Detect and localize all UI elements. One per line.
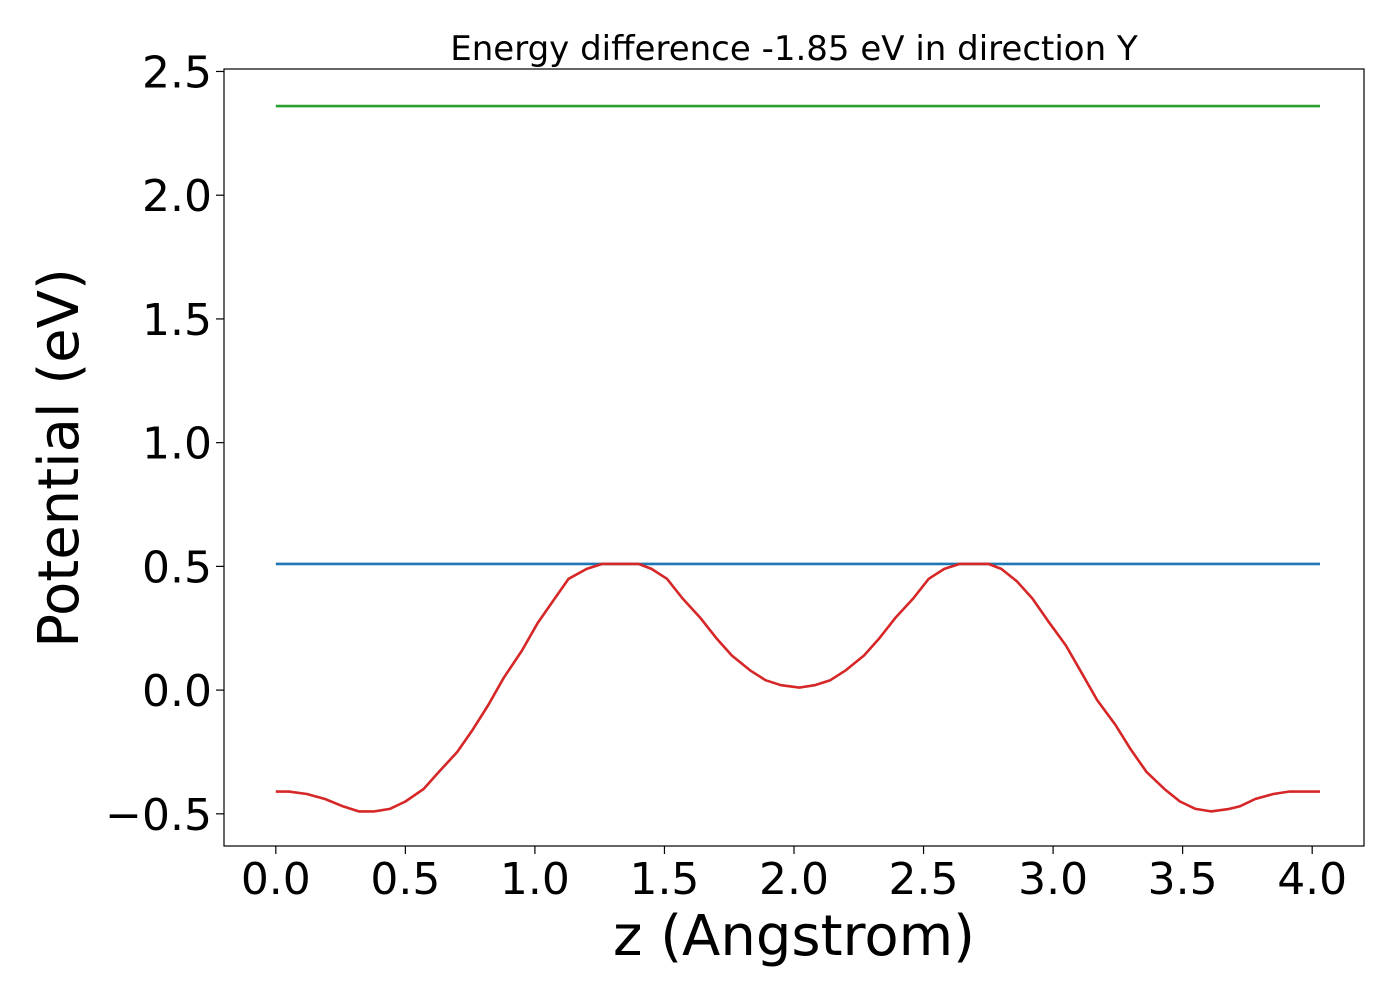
x-tick-label-5: 2.5 — [889, 854, 959, 905]
x-axis-label: z (Angstrom) — [613, 904, 975, 969]
chart-title: Energy difference -1.85 eV in direction … — [450, 29, 1138, 69]
y-tick-label-3: 1.0 — [142, 419, 212, 470]
y-tick-label-2: 0.5 — [142, 542, 212, 593]
x-tick-label-0: 0.0 — [241, 854, 311, 905]
y-tick-label-1: 0.0 — [142, 666, 212, 717]
x-axis: 0.0 0.5 1.0 1.5 2.0 2.5 3.0 3.5 4.0 — [241, 846, 1347, 905]
x-tick-label-6: 3.0 — [1018, 854, 1088, 905]
x-tick-label-7: 3.5 — [1148, 854, 1218, 905]
y-tick-label-6: 2.5 — [142, 47, 212, 98]
y-tick-label-5: 2.0 — [142, 171, 212, 222]
x-tick-label-4: 2.0 — [759, 854, 829, 905]
x-tick-label-3: 1.5 — [629, 854, 699, 905]
y-axis-label: Potential (eV) — [27, 268, 92, 648]
y-axis: −0.5 0.0 0.5 1.0 1.5 2.0 2.5 — [105, 47, 224, 841]
y-tick-label-0: −0.5 — [105, 790, 212, 841]
x-tick-label-1: 0.5 — [370, 854, 440, 905]
x-tick-label-2: 1.0 — [500, 854, 570, 905]
x-tick-label-8: 4.0 — [1277, 854, 1347, 905]
series-line-2 — [275, 562, 1320, 813]
series-layer — [275, 104, 1320, 813]
y-tick-label-4: 1.5 — [142, 295, 212, 346]
